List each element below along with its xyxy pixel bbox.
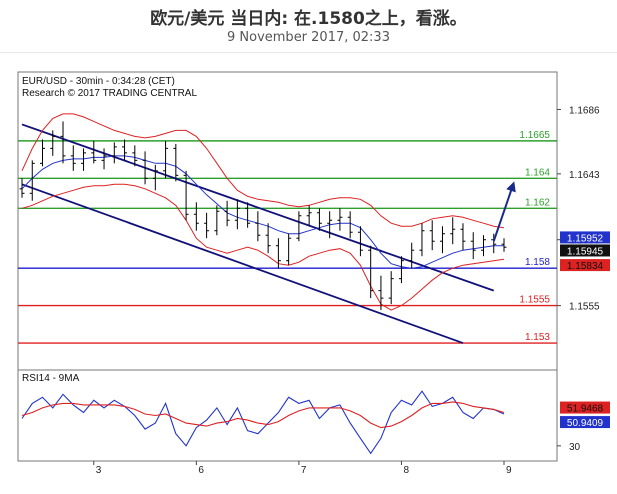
ohlc-bar [214, 205, 220, 236]
page-subtitle: 9 November 2017, 02:33 [227, 30, 390, 45]
ohlc-bar [460, 223, 466, 251]
price-tag-label: 1.15952 [567, 233, 604, 244]
price-tags: 1.15952 1.15945 1.15834 51.9468 50.9409 [560, 231, 610, 429]
price-tag-label: 1.15945 [567, 246, 604, 257]
rsi-tick-label: 30 [569, 442, 581, 453]
rsi-lines [21, 390, 505, 455]
indicator-lines [21, 113, 505, 311]
ohlc-bar [70, 145, 76, 171]
ohlc-bar [193, 202, 199, 231]
chart-subtitle: Research © 2017 TRADING CENTRAL [22, 88, 197, 99]
ohlc-bar [368, 245, 374, 299]
moving-average-line [21, 155, 504, 269]
forecast-arrow-shaft [492, 186, 514, 242]
price-tag-label: 50.9409 [567, 418, 604, 429]
rsi-title: RSI14 - 9MA [22, 373, 80, 384]
ohlc-bar [152, 164, 158, 191]
ohlc-bar [91, 140, 97, 164]
x-tick-label: 3 [96, 465, 102, 476]
channel-upper-line [21, 123, 495, 292]
ohlc-bar [29, 160, 35, 201]
trend-channel [21, 123, 495, 344]
ohlc-bar [439, 226, 445, 254]
price-panel-frame [17, 71, 558, 371]
ohlc-bar [234, 199, 240, 230]
ohlc-bar [347, 211, 353, 239]
ohlc-bar [132, 145, 138, 167]
ohlc-bar [286, 233, 292, 266]
level-label: 1.1555 [519, 295, 550, 306]
price-tag-label: 51.9468 [567, 404, 604, 415]
rsi-series-line [21, 401, 505, 429]
ohlc-bar [429, 220, 435, 251]
ohlc-bar [204, 212, 210, 239]
x-tick-label: 7 [301, 465, 307, 476]
ohlc-bar [275, 238, 281, 269]
chart-title: EUR/USD - 30min - 0:34:28 (CET) [22, 76, 175, 87]
x-tick-label: 8 [403, 465, 409, 476]
band-line [21, 183, 505, 311]
ohlc-bar [480, 235, 486, 257]
page-title: 欧元/美元 当日内: 在.1580之上，看涨。 [150, 9, 467, 29]
ohlc-bar [173, 143, 179, 182]
ohlc-bar [470, 232, 476, 260]
ohlc-bar [388, 271, 394, 305]
ohlc-bar [60, 121, 66, 164]
price-tag-label: 1.15834 [567, 261, 604, 272]
ohlc-bar [183, 170, 189, 221]
level-label: 1.153 [525, 332, 550, 343]
ohlc-bar [378, 275, 384, 311]
x-tick-label: 9 [506, 465, 512, 476]
level-label: 1.158 [525, 257, 550, 268]
forecast-arrow-head [506, 181, 516, 193]
ohlc-bar [19, 178, 25, 198]
price-bars [19, 121, 507, 311]
ohlc-bar [255, 211, 261, 242]
ohlc-bar [101, 148, 107, 170]
price-tag: 1.15834 [560, 259, 610, 272]
ohlc-bar [337, 208, 343, 231]
ohlc-bar [398, 256, 404, 284]
y-tick-label: 1.1643 [569, 170, 600, 181]
ohlc-bar [501, 238, 507, 252]
ohlc-bar [224, 200, 230, 227]
ohlc-bar [419, 223, 425, 257]
price-tag: 1.15952 [560, 231, 610, 244]
x-tick-label: 6 [198, 465, 204, 476]
level-label: 1.1665 [519, 130, 550, 141]
forecast-arrow [492, 181, 516, 242]
ohlc-bar [50, 130, 56, 156]
ohlc-bar [409, 242, 415, 269]
level-label: 1.164 [525, 167, 550, 178]
ohlc-bar [245, 202, 251, 228]
ohlc-bar [122, 139, 128, 161]
y-tick-label: 1.1686 [569, 105, 600, 116]
ohlc-bar [316, 208, 322, 231]
price-tag: 1.15945 [560, 244, 610, 257]
ohlc-bar [81, 148, 87, 171]
ohlc-bar [357, 226, 363, 257]
ohlc-bar [450, 217, 456, 245]
price-levels: 1.1665 1.164 1.162 1.158 1.1555 1.153 [18, 130, 557, 344]
ohlc-bar [40, 139, 46, 167]
level-label: 1.162 [525, 197, 550, 208]
ohlc-bar [111, 142, 117, 164]
ohlc-bar [327, 211, 333, 239]
ohlc-bar [142, 151, 148, 185]
ohlc-bar [306, 205, 312, 227]
channel-lower-line [21, 183, 464, 344]
header-divider [0, 52, 617, 53]
y-tick-label: 1.1555 [569, 302, 600, 313]
ohlc-bar [296, 211, 302, 242]
price-tag: 50.9409 [560, 416, 610, 429]
ohlc-bar [265, 223, 271, 254]
band-line [21, 113, 505, 229]
rsi-series-line [21, 390, 505, 455]
ohlc-bar [163, 140, 169, 179]
price-tag: 51.9468 [560, 401, 610, 415]
